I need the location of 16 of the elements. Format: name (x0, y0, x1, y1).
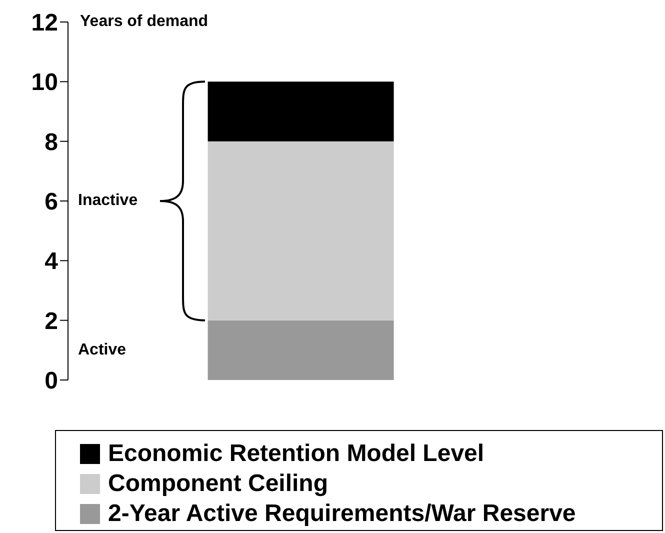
bar (208, 141, 394, 320)
legend-label: 2-Year Active Requirements/War Reserve (108, 500, 576, 528)
y-tick-label: 8 (44, 128, 58, 156)
legend-label: Economic Retention Model Level (108, 440, 484, 468)
y-tick-label: 2 (44, 308, 58, 335)
bar (208, 320, 394, 380)
bar (208, 82, 394, 142)
text: Active (78, 341, 126, 358)
text: Inactive (78, 192, 138, 210)
y-tick-label: 6 (44, 188, 58, 216)
legend-label: Component Ceiling (108, 470, 328, 498)
y-tick-label: 0 (44, 368, 58, 395)
y-tick-label: 4 (44, 248, 59, 276)
y-tick-label: 12 (31, 10, 58, 37)
y-axis-title: Years of demand (80, 13, 208, 30)
y-tick-label: 10 (31, 69, 58, 96)
